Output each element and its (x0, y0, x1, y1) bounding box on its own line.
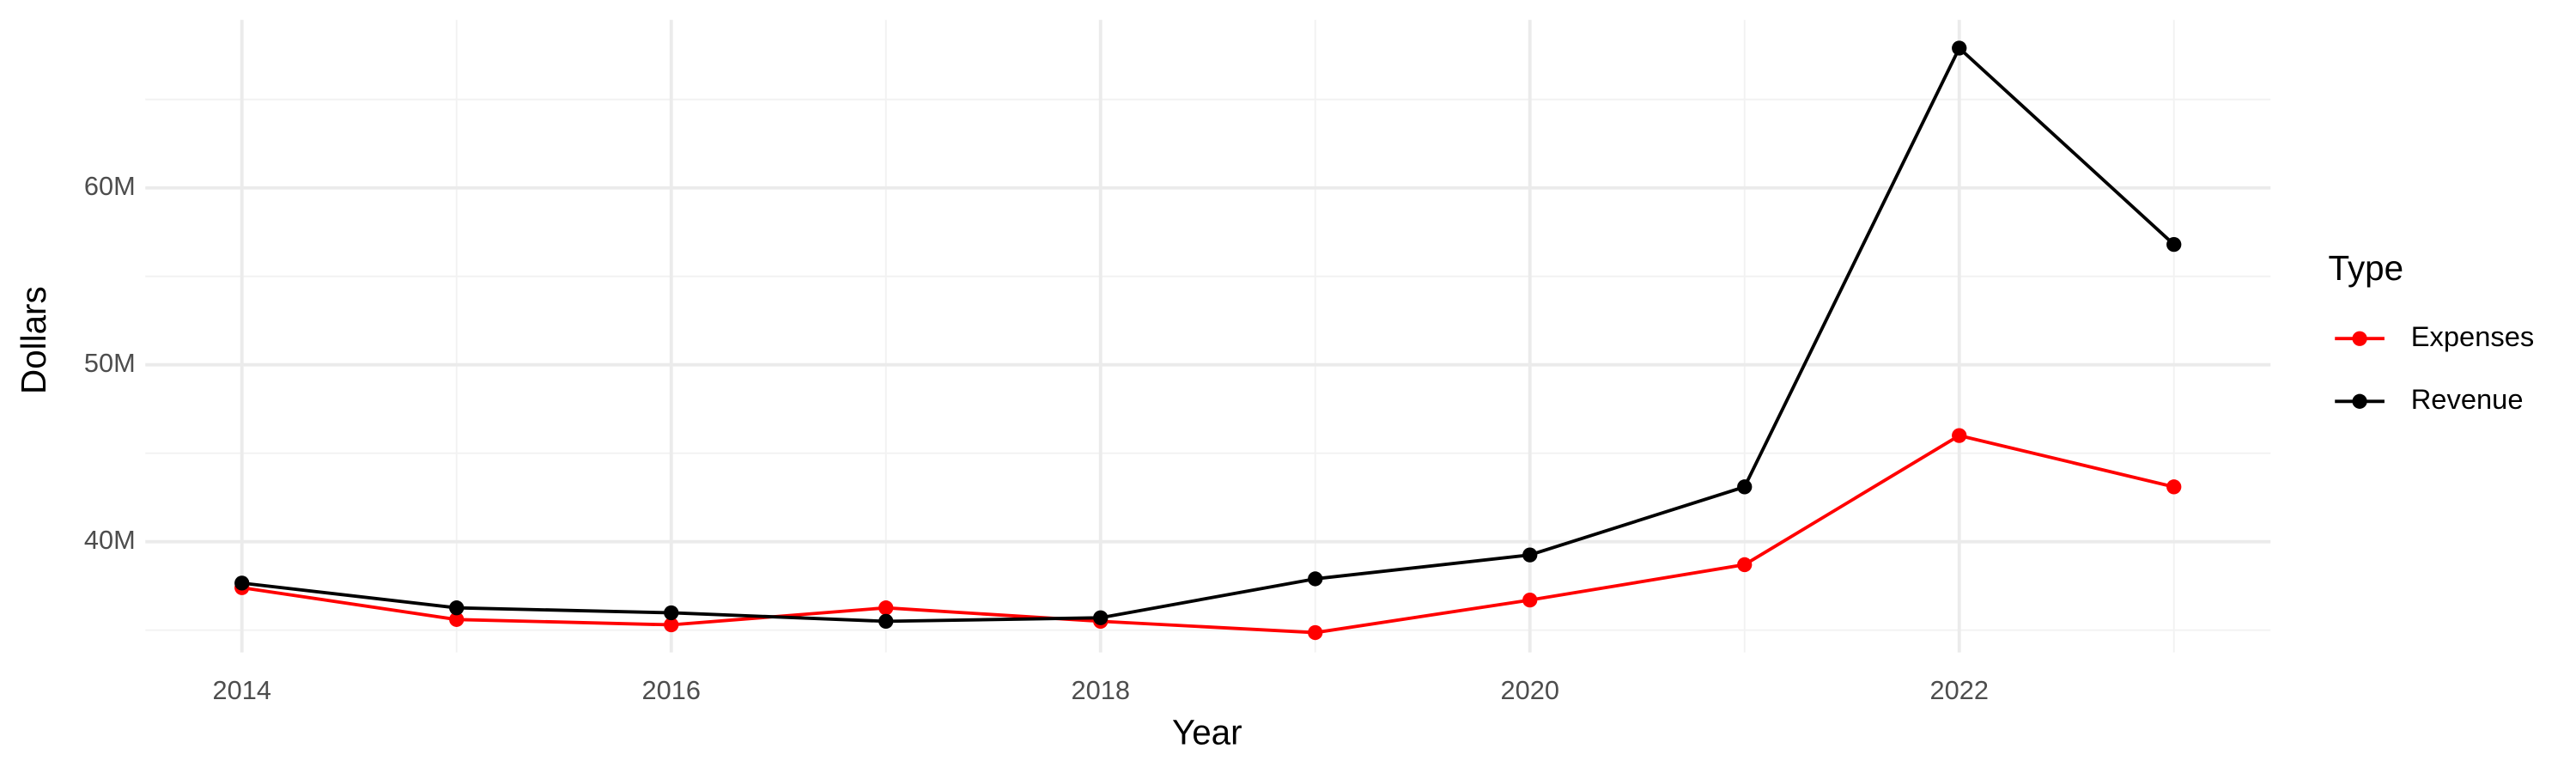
y-axis-title: Dollars (14, 286, 53, 394)
data-point (1308, 624, 1323, 641)
legend-label: Revenue (2411, 383, 2524, 415)
data-point (878, 600, 894, 616)
data-point (1737, 557, 1753, 573)
data-point (878, 613, 894, 630)
data-point (234, 575, 250, 591)
data-point (449, 612, 465, 627)
data-point (664, 617, 679, 633)
x-tick-label: 2022 (1930, 675, 1989, 705)
series-line (241, 434, 2175, 635)
x-tick-label: 2018 (1072, 675, 1130, 705)
x-tick-label: 2020 (1501, 675, 1559, 705)
y-tick-label: 40M (84, 525, 136, 555)
data-point (1952, 428, 1967, 443)
y-tick-label: 60M (84, 171, 136, 201)
data-point (1093, 610, 1109, 625)
legend-key-point (2352, 393, 2367, 409)
series-line (241, 45, 2176, 624)
data-point (1522, 592, 1538, 608)
x-tick-label: 2014 (213, 675, 271, 705)
data-point (2166, 479, 2182, 495)
legend-label: Expenses (2411, 320, 2535, 352)
legend-key-point (2352, 331, 2367, 346)
data-point (449, 600, 465, 616)
data-point (1952, 40, 1967, 56)
legend-title: Type (2329, 248, 2404, 288)
data-point (1522, 547, 1538, 563)
x-tick-label: 2016 (642, 675, 701, 705)
x-axis-title: Year (1172, 712, 1242, 752)
data-point (664, 605, 679, 621)
data-point (2166, 237, 2182, 253)
data-point (1308, 571, 1323, 587)
data-point (1737, 479, 1753, 495)
y-tick-label: 50M (84, 348, 136, 378)
